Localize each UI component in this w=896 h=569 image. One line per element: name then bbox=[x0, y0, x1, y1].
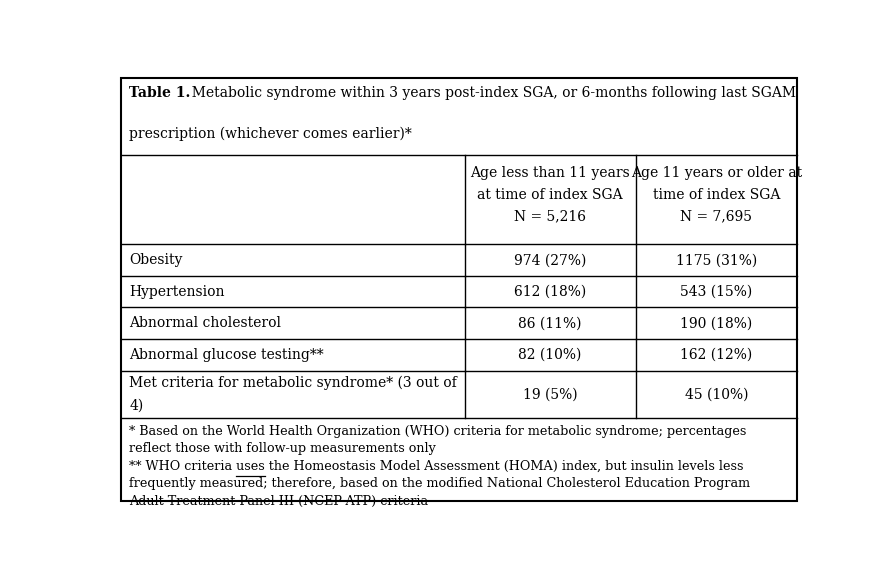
Text: time of index SGA: time of index SGA bbox=[653, 188, 780, 202]
Text: 82 (10%): 82 (10%) bbox=[519, 348, 582, 362]
Text: Met criteria for metabolic syndrome* (3 out of: Met criteria for metabolic syndrome* (3 … bbox=[129, 376, 457, 390]
Text: 612 (18%): 612 (18%) bbox=[514, 284, 586, 299]
Text: 19 (5%): 19 (5%) bbox=[523, 387, 578, 401]
Text: 543 (15%): 543 (15%) bbox=[680, 284, 753, 299]
Text: 86 (11%): 86 (11%) bbox=[519, 316, 582, 330]
Text: frequently measured; therefore, based on the modified National Cholesterol Educa: frequently measured; therefore, based on… bbox=[129, 477, 751, 490]
Text: 4): 4) bbox=[129, 399, 143, 413]
Text: Adult Treatment Panel III (NCEP-ATP) criteria: Adult Treatment Panel III (NCEP-ATP) cri… bbox=[129, 495, 428, 508]
Text: 162 (12%): 162 (12%) bbox=[680, 348, 753, 362]
Text: N = 7,695: N = 7,695 bbox=[680, 210, 753, 224]
Text: 974 (27%): 974 (27%) bbox=[514, 253, 586, 267]
Text: 1175 (31%): 1175 (31%) bbox=[676, 253, 757, 267]
Text: at time of index SGA: at time of index SGA bbox=[478, 188, 623, 202]
Text: 190 (18%): 190 (18%) bbox=[680, 316, 753, 330]
Text: Age 11 years or older at: Age 11 years or older at bbox=[631, 166, 802, 180]
Text: * Based on the World Health Organization (WHO) criteria for metabolic syndrome; : * Based on the World Health Organization… bbox=[129, 425, 746, 438]
Text: Abnormal cholesterol: Abnormal cholesterol bbox=[129, 316, 281, 330]
Text: ** WHO criteria uses the Homeostasis Model Assessment (HOMA) index, but insulin : ** WHO criteria uses the Homeostasis Mod… bbox=[129, 460, 744, 473]
Text: Abnormal glucose testing**: Abnormal glucose testing** bbox=[129, 348, 324, 362]
Text: Metabolic syndrome within 3 years post-index SGA, or 6-months following last SGA: Metabolic syndrome within 3 years post-i… bbox=[183, 86, 796, 100]
Text: Table 1.: Table 1. bbox=[129, 86, 191, 100]
Text: Obesity: Obesity bbox=[129, 253, 183, 267]
Text: reflect those with follow-up measurements only: reflect those with follow-up measurement… bbox=[129, 443, 436, 455]
Text: prescription (whichever comes earlier)*: prescription (whichever comes earlier)* bbox=[129, 126, 412, 141]
Text: ** WHO criteria: ** WHO criteria bbox=[129, 460, 237, 473]
Text: 45 (10%): 45 (10%) bbox=[685, 387, 748, 401]
Text: N = 5,216: N = 5,216 bbox=[514, 210, 586, 224]
Text: Age less than 11 years: Age less than 11 years bbox=[470, 166, 630, 180]
Text: Hypertension: Hypertension bbox=[129, 284, 225, 299]
Text: ** WHO criteria uses: ** WHO criteria uses bbox=[129, 460, 265, 473]
